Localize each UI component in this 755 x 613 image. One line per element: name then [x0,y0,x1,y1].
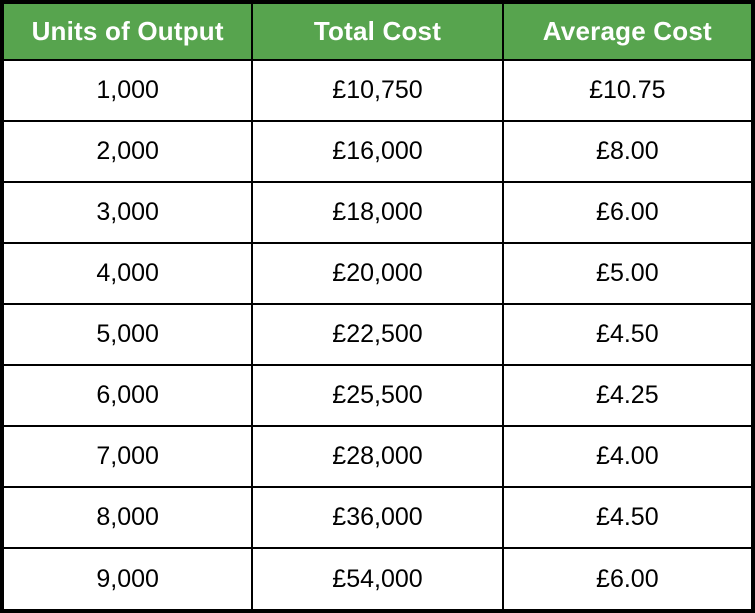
table-cell: £4.00 [501,425,755,488]
table-cell: 7,000 [0,425,254,488]
table-body: 1,000 £10,750 £10.75 2,000 £16,000 £8.00 3,000… [0,59,755,612]
table-row: 5,000 £22,500 £4.50 [0,303,755,366]
table-cell: £20,000 [251,242,504,305]
table-cell: £5.00 [501,242,755,305]
column-header-total-cost: Total Cost [251,1,504,61]
table-cell: £28,000 [251,425,504,488]
table-row: 1,000 £10,750 £10.75 [0,59,755,122]
table-cell: 8,000 [0,486,254,549]
table-cell: £18,000 [251,181,504,244]
table-cell: £4.25 [501,364,755,427]
column-header-average-cost: Average Cost [501,1,755,61]
table-cell: £25,500 [251,364,504,427]
table-cell: £8.00 [501,120,755,183]
table-cell: 2,000 [0,120,254,183]
table-row: 2,000 £16,000 £8.00 [0,120,755,183]
table-cell: 6,000 [0,364,254,427]
table-header: Units of Output Total Cost Average Cost [0,1,755,61]
table-cell: £22,500 [251,303,504,366]
table-cell: £16,000 [251,120,504,183]
table-cell: £10,750 [251,59,504,122]
table-row: 4,000 £20,000 £5.00 [0,242,755,305]
table-cell: 9,000 [0,547,254,612]
table-cell: 3,000 [0,181,254,244]
table-cell: £54,000 [251,547,504,612]
table-cell: £6.00 [501,547,755,612]
table-cell: £4.50 [501,303,755,366]
table-row: 3,000 £18,000 £6.00 [0,181,755,244]
table-cell: £4.50 [501,486,755,549]
table-cell: 1,000 [0,59,254,122]
table-row: 9,000 £54,000 £6.00 [0,547,755,612]
column-header-units-of-output: Units of Output [0,1,254,61]
table-row: 8,000 £36,000 £4.50 [0,486,755,549]
table-cell: 4,000 [0,242,254,305]
table-cell: £6.00 [501,181,755,244]
table-cell: £10.75 [501,59,755,122]
table-row: 7,000 £28,000 £4.00 [0,425,755,488]
table-cell: £36,000 [251,486,504,549]
table-row: 6,000 £25,500 £4.25 [0,364,755,427]
header-row: Units of Output Total Cost Average Cost [0,1,755,61]
table-cell: 5,000 [0,303,254,366]
